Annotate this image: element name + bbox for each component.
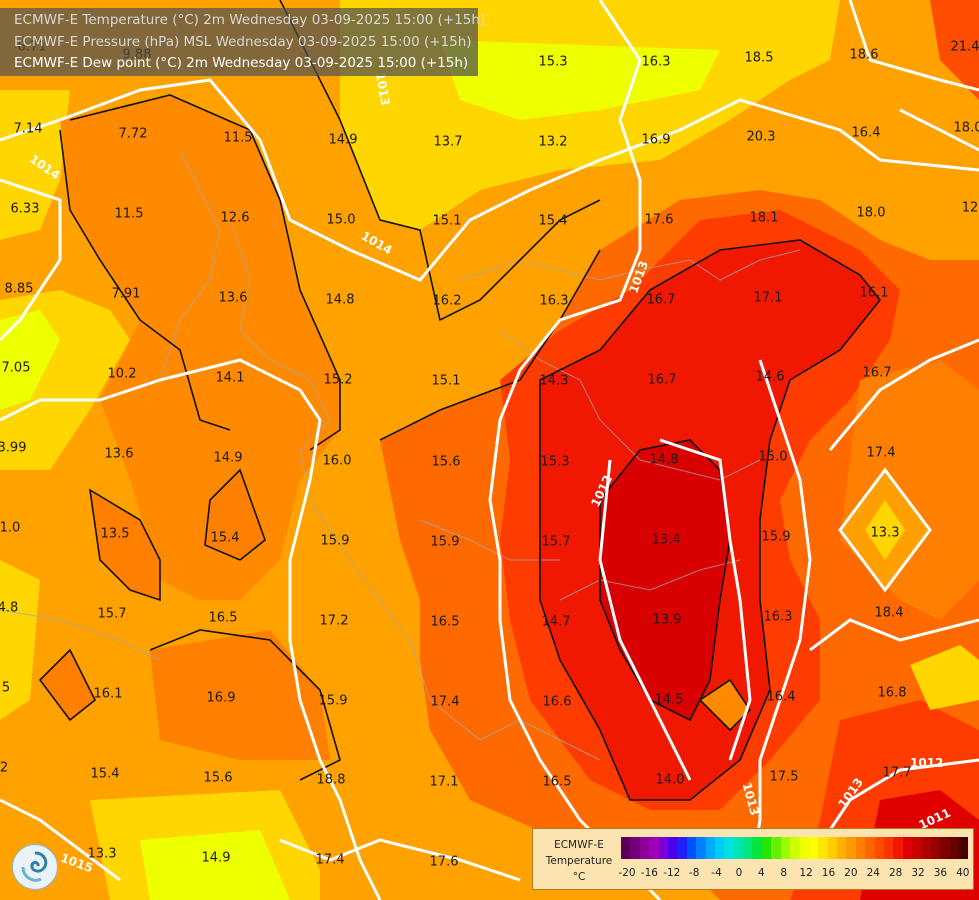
legend-unit: °C <box>572 871 586 883</box>
legend-swatch <box>733 837 744 859</box>
legend-swatch <box>677 837 687 859</box>
hot-corner-northeast <box>930 0 979 100</box>
legend-swatch <box>771 837 781 859</box>
legend-swatch <box>649 837 659 859</box>
legend-tick-label: 40 <box>956 867 970 879</box>
legend-swatch <box>874 837 884 859</box>
legend-swatch <box>855 837 866 859</box>
pressure-title: ECMWF-E Pressure (hPa) MSL Wednesday 03-… <box>14 34 472 50</box>
cool-band-south-inner <box>140 830 290 900</box>
legend-model: ECMWF-E <box>554 839 604 851</box>
legend-swatch <box>893 837 903 859</box>
legend-tick-label: 32 <box>911 867 925 879</box>
legend-swatch <box>714 837 725 859</box>
legend-tick-label: -20 <box>618 867 636 879</box>
legend-swatch <box>752 837 762 859</box>
legend-swatch <box>846 837 856 859</box>
hot-band-34 <box>600 440 730 720</box>
legend-swatch <box>696 837 706 859</box>
legend-swatch <box>705 837 715 859</box>
legend-tick-label: 28 <box>888 867 903 879</box>
legend-swatch <box>921 837 931 859</box>
warm-band-26-small-c <box>40 650 95 720</box>
legend-swatch <box>883 837 894 859</box>
legend-swatch <box>790 837 800 859</box>
cool-band-west-inner <box>0 310 60 410</box>
legend-variable: Temperature <box>545 855 613 867</box>
legend-tick-label: -8 <box>688 867 700 879</box>
legend-tick-label: -12 <box>663 867 681 879</box>
legend-swatch <box>940 837 950 859</box>
cool-band-north-inner <box>440 40 720 120</box>
legend-tick-label: 36 <box>933 867 948 879</box>
legend-swatch <box>818 837 828 859</box>
warm-band-26-south <box>150 630 330 760</box>
cool-band-southwest <box>0 560 40 720</box>
temperature-title: ECMWF-E Temperature (°C) 2m Wednesday 03… <box>14 12 486 28</box>
legend-swatch <box>621 837 631 859</box>
legend-swatch <box>780 837 791 859</box>
legend-swatch <box>808 837 819 859</box>
legend-swatch <box>902 837 913 859</box>
legend-tick-label: 24 <box>866 867 880 879</box>
legend-tick-label: 16 <box>821 867 836 879</box>
swirl-icon <box>21 851 48 882</box>
legend-swatch <box>639 837 650 859</box>
legend-title: ECMWF-E Temperature °C <box>539 837 619 885</box>
legend-swatch <box>865 837 875 859</box>
warm-band-26 <box>60 95 340 600</box>
legend-color-bar <box>621 837 969 859</box>
legend-tick-label: 8 <box>780 867 788 879</box>
title-panel: ECMWF-E Temperature (°C) 2m Wednesday 03… <box>0 8 485 76</box>
legend-tick-label: 12 <box>799 867 813 879</box>
warm-band-26-small-a <box>90 490 160 600</box>
legend-tick-label: -4 <box>711 867 722 879</box>
legend-swatch <box>799 837 809 859</box>
logo-icon <box>12 844 58 890</box>
legend-swatch <box>761 837 772 859</box>
legend-swatch <box>827 837 837 859</box>
legend-swatch <box>959 837 969 859</box>
legend-swatch <box>630 837 640 859</box>
dewpoint-title: ECMWF-E Dew point (°C) 2m Wednesday 03-0… <box>14 55 469 71</box>
color-legend: ECMWF-E Temperature °C -20 -16 -12 -8 -4 0 4 8 1… <box>532 828 974 890</box>
legend-swatch <box>658 837 668 859</box>
legend-tick-label: 4 <box>757 867 765 879</box>
legend-tick-label: 20 <box>844 867 858 879</box>
legend-swatch <box>667 837 678 859</box>
cool-spot-east-core <box>865 500 905 560</box>
legend-tick-label: -16 <box>640 867 658 879</box>
legend-swatch <box>724 837 734 859</box>
legend-swatch <box>912 837 922 859</box>
cool-spot-southeast <box>910 645 979 710</box>
legend-swatch <box>949 837 960 859</box>
country-borders <box>0 149 801 761</box>
legend-swatch <box>836 837 847 859</box>
legend-swatch <box>686 837 697 859</box>
legend-swatch <box>743 837 753 859</box>
legend-swatch <box>930 837 941 859</box>
warm-band-26-small-b <box>205 470 265 560</box>
legend-ticks: -20 -16 -12 -8 -4 0 4 8 12 16 20 24 28 32 36 40 <box>618 867 970 881</box>
cool-band-northwest <box>0 90 70 240</box>
legend-tick-label: 0 <box>735 867 743 879</box>
